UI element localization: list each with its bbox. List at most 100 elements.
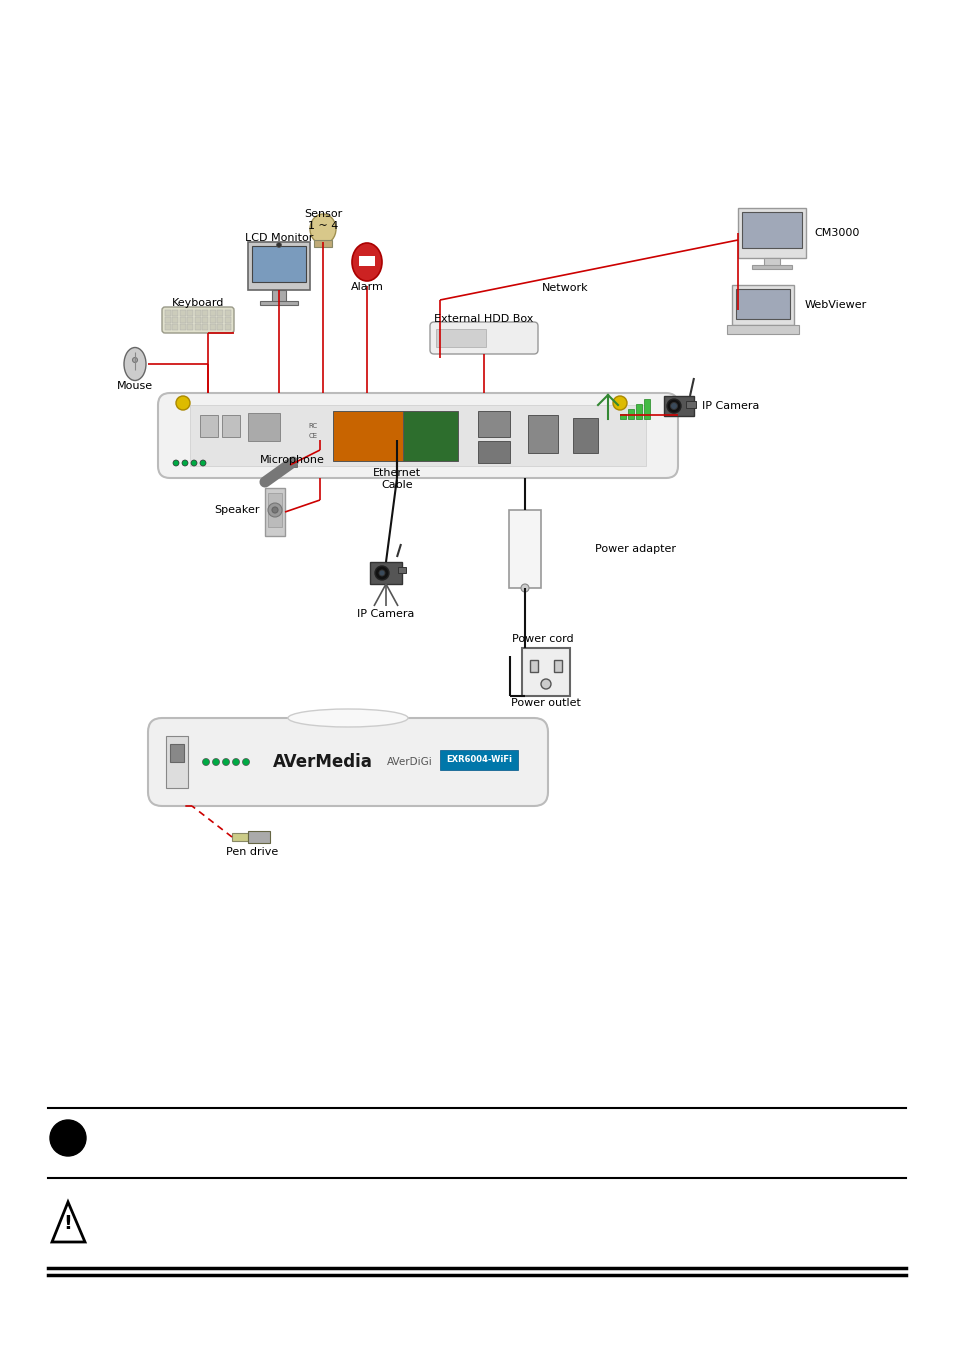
Polygon shape — [52, 1202, 85, 1242]
Bar — [248, 242, 310, 290]
Text: Keyboard: Keyboard — [172, 298, 224, 308]
Ellipse shape — [288, 709, 408, 728]
Circle shape — [175, 396, 190, 410]
Bar — [530, 660, 537, 672]
Bar — [217, 310, 223, 316]
Circle shape — [50, 1120, 86, 1156]
Bar — [172, 324, 178, 329]
Text: RC: RC — [308, 423, 317, 429]
Text: Power adapter: Power adapter — [595, 544, 676, 554]
Bar — [202, 317, 209, 323]
Circle shape — [540, 679, 551, 688]
Circle shape — [200, 460, 206, 466]
Bar — [172, 317, 178, 323]
Bar — [272, 290, 286, 302]
Bar — [439, 751, 517, 769]
Circle shape — [172, 460, 179, 466]
Circle shape — [132, 358, 137, 363]
Ellipse shape — [352, 243, 381, 281]
Bar — [265, 487, 285, 536]
Bar — [202, 324, 209, 329]
Circle shape — [276, 243, 281, 247]
Bar — [194, 317, 201, 323]
Bar — [509, 510, 540, 589]
Bar — [685, 401, 696, 408]
Bar — [619, 414, 625, 418]
Ellipse shape — [310, 215, 335, 244]
Bar — [172, 310, 178, 316]
Bar — [735, 289, 789, 319]
Bar — [643, 400, 649, 418]
Bar — [726, 325, 799, 333]
Bar — [232, 833, 248, 841]
Text: AVerDiGi: AVerDiGi — [387, 757, 433, 767]
Text: WebViewer: WebViewer — [804, 300, 866, 310]
Bar — [225, 310, 231, 316]
Bar — [210, 310, 215, 316]
Text: Pen drive: Pen drive — [226, 846, 278, 857]
Text: Power outlet: Power outlet — [511, 698, 580, 707]
Text: External HDD Box: External HDD Box — [434, 315, 533, 324]
Bar — [285, 460, 296, 467]
Circle shape — [242, 759, 250, 765]
Bar — [170, 744, 184, 761]
Text: IP Camera: IP Camera — [357, 609, 415, 620]
Bar — [165, 310, 171, 316]
Bar — [166, 736, 188, 788]
Circle shape — [520, 585, 529, 593]
Bar — [194, 324, 201, 329]
Text: Sensor
1 ~ 4: Sensor 1 ~ 4 — [304, 209, 342, 231]
Text: Speaker: Speaker — [214, 505, 260, 514]
Bar — [370, 562, 401, 585]
Text: LCD Monitor: LCD Monitor — [245, 234, 313, 243]
Bar — [188, 324, 193, 329]
Bar — [527, 414, 558, 454]
Text: IP Camera: IP Camera — [701, 401, 759, 410]
Circle shape — [222, 759, 230, 765]
Bar — [477, 410, 510, 437]
FancyBboxPatch shape — [158, 393, 678, 478]
Bar — [627, 409, 634, 418]
Circle shape — [670, 402, 677, 409]
Bar — [268, 493, 282, 526]
Bar — [477, 441, 510, 463]
Text: CE: CE — [308, 433, 317, 439]
Bar — [210, 317, 215, 323]
Bar — [200, 414, 218, 437]
Circle shape — [272, 508, 277, 513]
Bar — [358, 256, 375, 266]
Bar — [663, 396, 693, 416]
Bar — [217, 324, 223, 329]
Bar — [521, 648, 569, 697]
Bar — [731, 285, 793, 325]
Bar — [194, 310, 201, 316]
Text: Ethernet
Cable: Ethernet Cable — [373, 468, 420, 490]
Bar — [188, 310, 193, 316]
Circle shape — [268, 504, 282, 517]
Bar — [165, 317, 171, 323]
Bar — [225, 324, 231, 329]
Bar — [210, 324, 215, 329]
Text: AVerMedia: AVerMedia — [273, 753, 373, 771]
Circle shape — [375, 566, 389, 580]
Bar — [190, 405, 645, 466]
Bar — [188, 317, 193, 323]
Bar — [763, 258, 780, 266]
Bar — [554, 660, 561, 672]
Bar — [436, 329, 485, 347]
Circle shape — [213, 759, 219, 765]
Text: Microphone: Microphone — [260, 455, 325, 464]
Bar — [636, 404, 641, 418]
Bar — [741, 212, 801, 248]
Circle shape — [378, 570, 385, 576]
Text: Mouse: Mouse — [117, 381, 152, 392]
Circle shape — [202, 759, 210, 765]
Bar — [573, 418, 598, 454]
Bar — [314, 240, 332, 247]
Bar — [751, 265, 791, 269]
Bar — [738, 208, 805, 258]
Bar — [222, 414, 240, 437]
Text: EXR6004-WiFi: EXR6004-WiFi — [446, 756, 512, 764]
Bar — [180, 310, 186, 316]
Circle shape — [233, 759, 239, 765]
